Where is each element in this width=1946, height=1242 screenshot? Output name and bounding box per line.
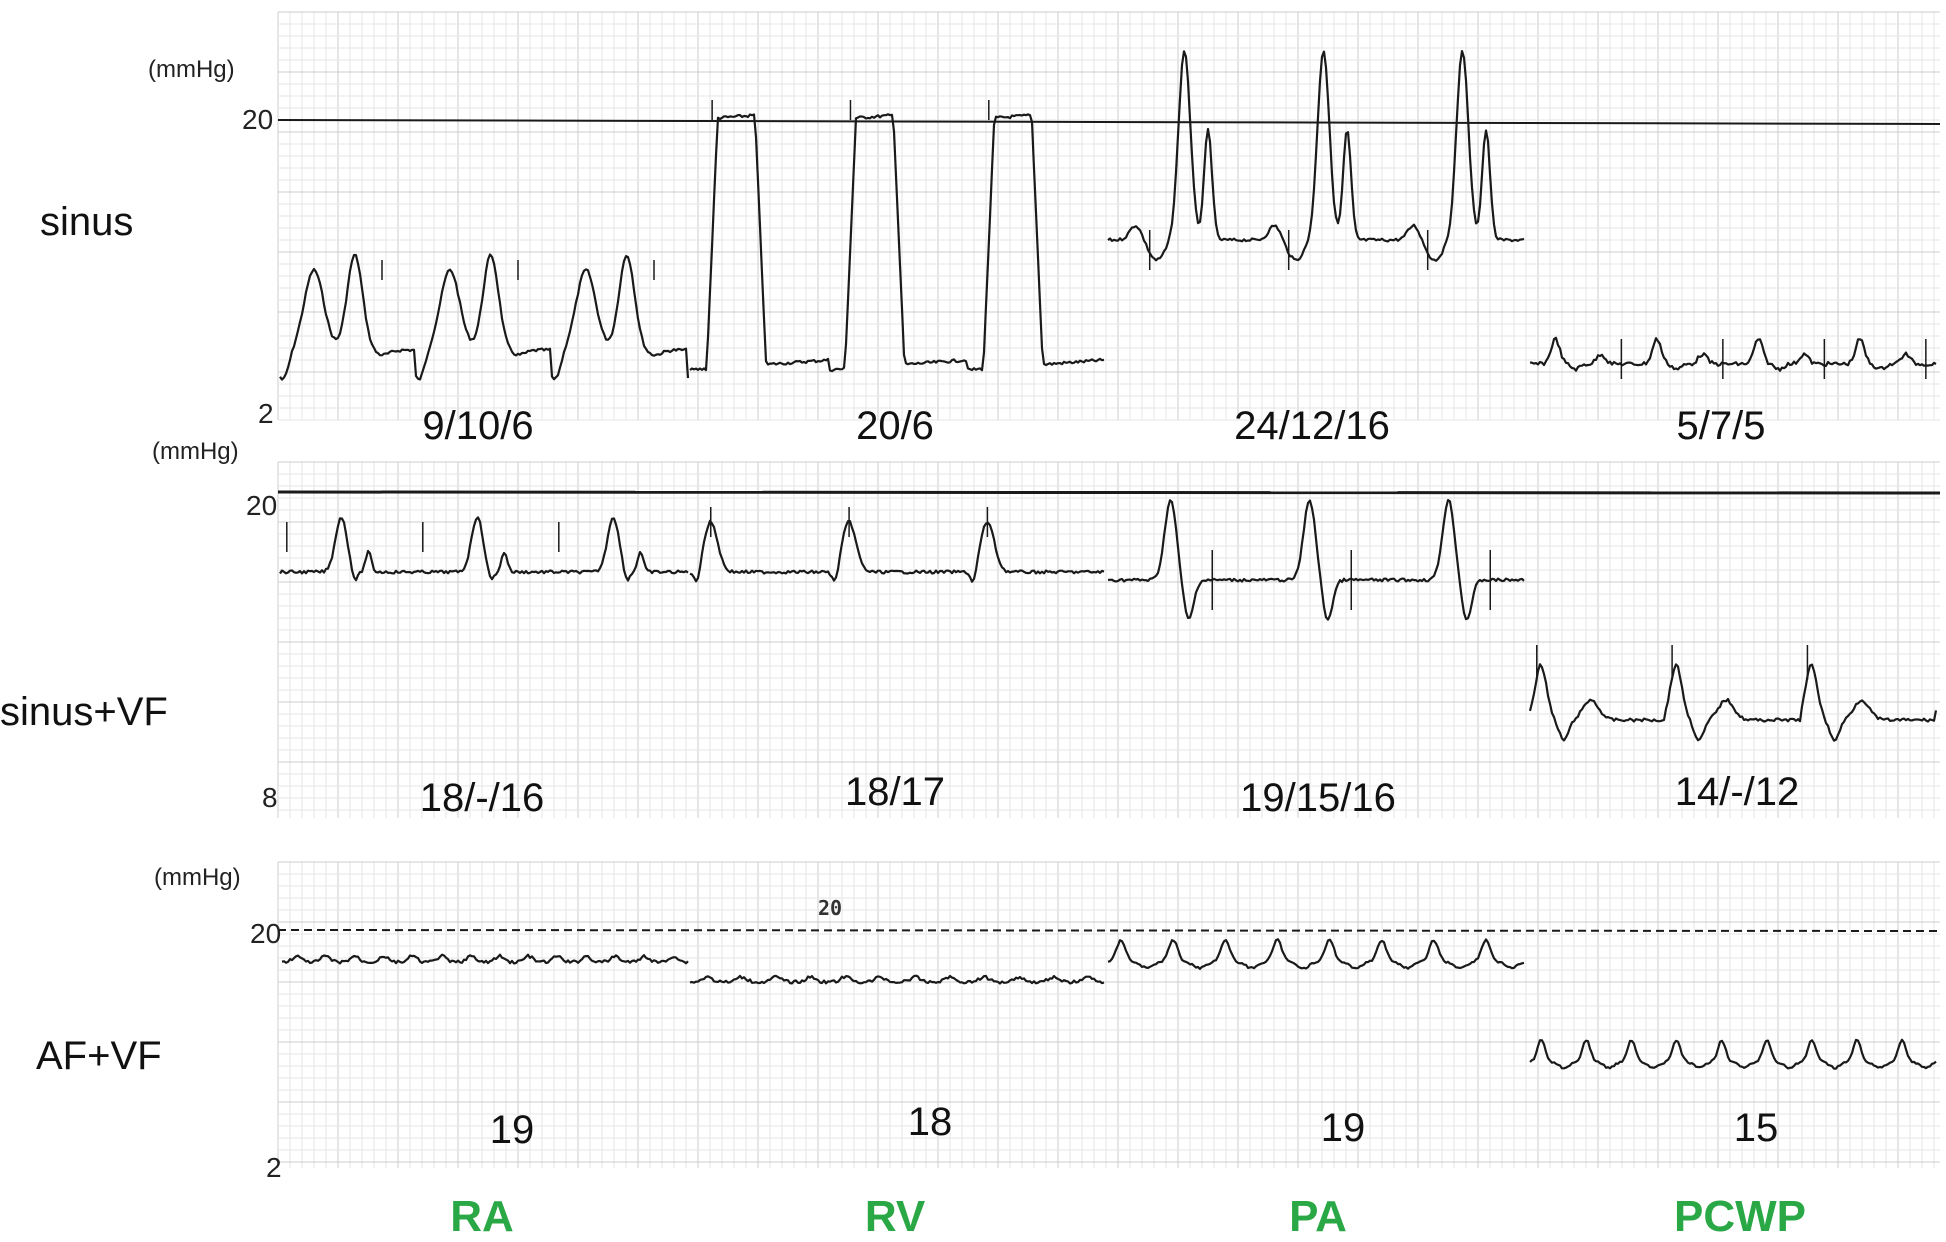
trace-sinus-rv — [689, 113, 1105, 373]
row3-pcwp-value: 15 — [1733, 1106, 1779, 1150]
row3-ra-value: 19 — [489, 1108, 535, 1152]
row1-unit-label: (mmHg) — [148, 56, 235, 83]
chamber-label-pcwp: PCWP — [1674, 1192, 1806, 1241]
row2-ytick-top: 20 — [246, 490, 278, 521]
reference-line-20 — [277, 490, 1941, 495]
row2-pa-value: 19/15/16 — [1240, 776, 1396, 820]
trace-sinus-ra — [279, 253, 690, 381]
row1-ra-value: 9/10/6 — [422, 404, 534, 448]
chamber-label-pa: PA — [1289, 1192, 1347, 1241]
row2-ra-value: 18/-/16 — [419, 776, 545, 820]
row3-unit-label: (mmHg) — [154, 864, 241, 891]
trace-afvf-ra — [281, 953, 689, 965]
row1-ytick-top: 20 — [242, 104, 274, 135]
row3-ytick-bottom: 2 — [266, 1152, 282, 1183]
row1-ytick-bottom: 2 — [258, 398, 274, 429]
reference-line-20 — [277, 119, 1941, 125]
trace-afvf-rv — [689, 974, 1105, 985]
row1-pcwp-value: 5/7/5 — [1676, 404, 1766, 448]
reference-line-20 — [277, 929, 1941, 932]
trace-vf-rv — [689, 519, 1105, 583]
trace-sinus-pcwp — [1529, 336, 1937, 372]
row1-label: sinus — [40, 200, 134, 244]
row3-pa-value: 19 — [1320, 1106, 1366, 1150]
trace-afvf-pa — [1107, 938, 1525, 970]
row3-ytick-top: 20 — [250, 918, 282, 949]
trace-afvf-pcwp — [1529, 1038, 1937, 1070]
row3-inline-label: 20 — [818, 896, 843, 920]
row2-pcwp-value: 14/-/12 — [1674, 770, 1800, 814]
trace-sinus-pa — [1107, 50, 1525, 262]
row2-unit-label: (mmHg) — [152, 438, 239, 465]
trace-vf-pcwp — [1528, 663, 1938, 742]
row2-rv-value: 18/17 — [844, 770, 946, 814]
chamber-label-rv: RV — [864, 1192, 926, 1241]
row3-rv-value: 18 — [907, 1100, 953, 1144]
row1-pa-value: 24/12/16 — [1234, 404, 1390, 448]
row2-label: sinus+VF — [0, 690, 168, 734]
trace-vf-pa — [1108, 499, 1525, 621]
row1-rv-value: 20/6 — [856, 404, 934, 448]
chamber-label-ra: RA — [450, 1192, 514, 1241]
row2-ytick-bottom: 8 — [262, 782, 278, 813]
trace-vf-ra — [279, 516, 689, 582]
row3-label: AF+VF — [36, 1034, 162, 1078]
